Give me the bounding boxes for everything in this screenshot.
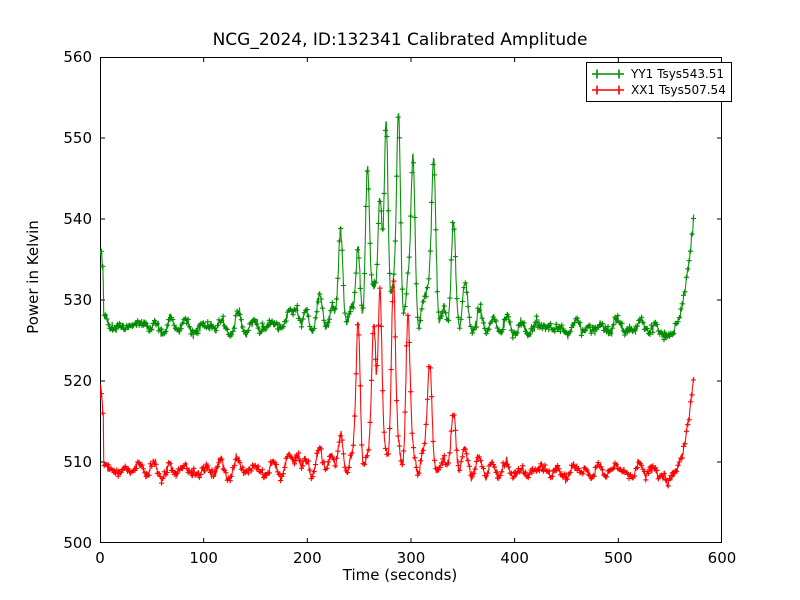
- x-tick-100: 100: [189, 549, 218, 567]
- y-tick-560: 560: [63, 48, 92, 66]
- series-xx1: [100, 278, 696, 489]
- x-tick-0: 0: [95, 549, 105, 567]
- x-axis-label: Time (seconds): [342, 566, 458, 584]
- y-tick-550: 550: [63, 129, 92, 147]
- legend-entry-yy1[interactable]: YY1 Tsys543.51: [591, 66, 726, 82]
- y-tick-530: 530: [63, 291, 92, 309]
- y-axis-label: Power in Kelvin: [24, 220, 42, 334]
- x-tick-400: 400: [500, 549, 529, 567]
- chart-title: NCG_2024, ID:132341 Calibrated Amplitude: [212, 30, 588, 50]
- legend-swatch-yy1: [592, 69, 624, 79]
- y-tick-520: 520: [63, 372, 92, 390]
- x-tick-500: 500: [604, 549, 633, 567]
- y-tick-540: 540: [63, 210, 92, 228]
- series-yy1: [100, 113, 696, 343]
- legend-label-xx1: XX1 Tsys507.54: [631, 83, 726, 97]
- y-tick-510: 510: [63, 453, 92, 471]
- x-tick-300: 300: [396, 549, 426, 567]
- plot-area: YY1 Tsys543.51 XX1 Tsys507.54: [100, 57, 732, 543]
- chart-legend[interactable]: YY1 Tsys543.51 XX1 Tsys507.54: [586, 62, 732, 102]
- legend-swatch-xx1: [592, 85, 624, 95]
- x-tick-600: 600: [707, 549, 737, 567]
- legend-label-yy1: YY1 Tsys543.51: [631, 67, 725, 81]
- legend-entry-xx1[interactable]: XX1 Tsys507.54: [591, 82, 726, 98]
- plot-svg: [100, 57, 722, 543]
- y-tick-500: 500: [63, 534, 92, 552]
- x-tick-200: 200: [293, 549, 322, 567]
- plot-frame: [100, 57, 722, 543]
